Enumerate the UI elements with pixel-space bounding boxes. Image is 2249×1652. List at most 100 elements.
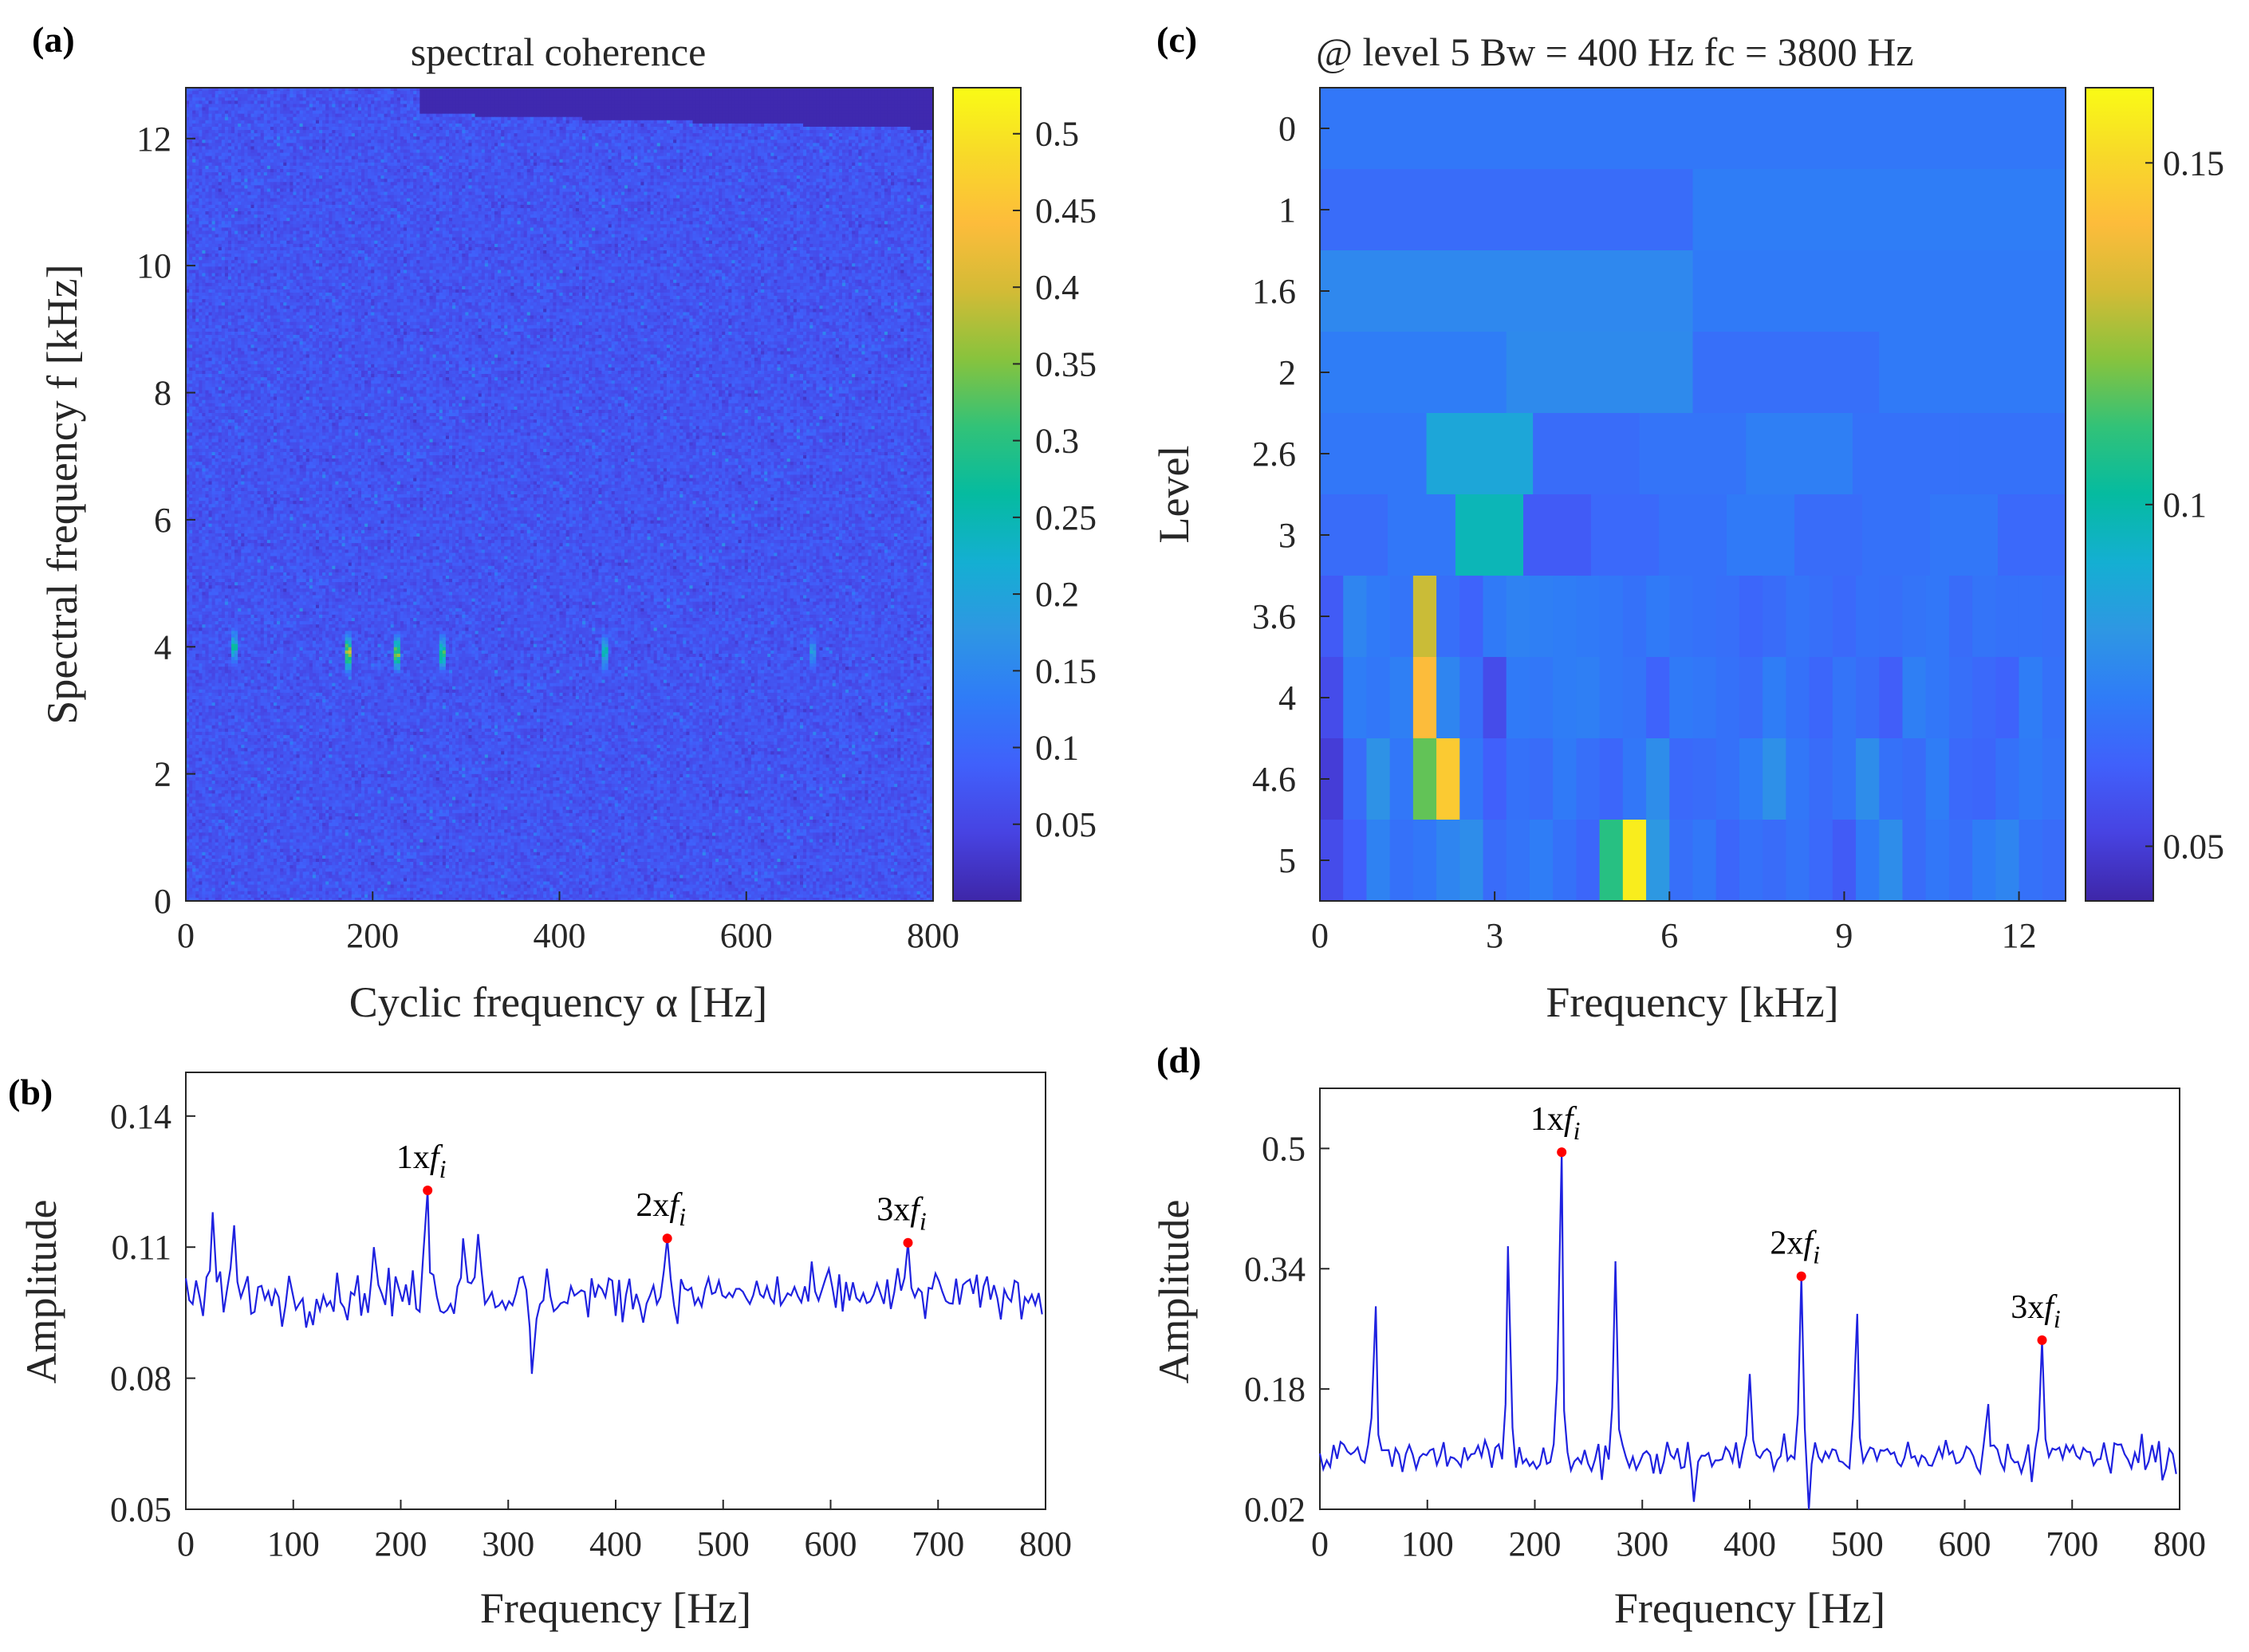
heatmap-a-cell [342,94,346,98]
heatmap-a-cell [683,94,687,98]
heatmap-a-cell [446,91,450,95]
heatmap-a-cell [920,94,924,98]
heatmap-a-cell [754,91,758,95]
heatmap-a-cell [540,94,544,98]
heatmap-a-cell [205,97,209,101]
heatmap-a-cell [556,91,560,95]
heatmap-a-cell [189,94,193,98]
heatmap-a-cell [790,91,794,95]
heatmap-a-cell [667,91,671,95]
heatmap-a-cell [878,94,882,98]
heatmap-a-cell [806,91,810,95]
heatmap-a-cell [679,97,683,101]
heatmap-a-cell [280,94,284,98]
heatmap-a-cell [709,94,713,98]
heatmap-a-cell [371,97,375,101]
heatmap-a-cell [289,91,293,95]
heatmap-a-cell [494,94,498,98]
heatmap-a-cell [735,94,739,98]
heatmap-a-cell [338,94,342,98]
heatmap-a-cell [342,91,346,95]
heatmap-a-cell [361,91,365,95]
heatmap-a-cell [621,94,625,98]
heatmap-a-cell [654,94,658,98]
heatmap-a-cell [267,97,271,101]
heatmap-a-cell [209,91,213,95]
heatmap-a-cell [618,97,622,101]
heatmap-a-cell [514,94,518,98]
heatmap-a-cell [349,91,353,95]
heatmap-a-cell [258,97,262,101]
heatmap-a-cell [573,91,577,95]
heatmap-a-cell [436,94,440,98]
heatmap-a-cell [601,97,605,101]
heatmap-a-cell [404,97,408,101]
heatmap-a-cell [764,91,768,95]
heatmap-a-cell [884,94,888,98]
heatmap-a-cell [598,97,602,101]
heatmap-a-cell [498,91,502,95]
heatmap-a-cell [624,94,628,98]
heatmap-a-cell [199,94,203,98]
heatmap-a-cell [582,94,586,98]
heatmap-a-cell [189,91,193,95]
heatmap-a-cell [410,97,414,101]
heatmap-a-cell [576,91,580,95]
heatmap-a-cell [761,91,765,95]
heatmap-a-cell [261,91,265,95]
heatmap-a-cell [388,91,392,95]
heatmap-a-cell [592,94,596,98]
heatmap-a-cell [297,91,301,95]
heatmap-a-cell [261,97,265,101]
heatmap-a-cell [225,97,229,101]
heatmap-a-cell [800,94,804,98]
heatmap-a-cell [195,94,199,98]
heatmap-a-cell [352,91,356,95]
heatmap-a-cells [186,88,934,902]
heatmap-a-cell [192,91,196,95]
heatmap-a-cell [228,91,232,95]
heatmap-a-cell [703,91,707,95]
heatmap-a-cell [482,91,486,95]
heatmap-a-cell [325,94,329,98]
heatmap-a-cell [426,91,430,95]
heatmap-a-cell [371,94,375,98]
heatmap-a-cell [833,91,837,95]
heatmap-a-cell [410,94,414,98]
heatmap-a-cell [728,94,732,98]
heatmap-a-cell [250,91,254,95]
heatmap-a-cell [352,97,356,101]
heatmap-a-cell [767,94,771,98]
heatmap-a-cell [822,94,826,98]
heatmap-a-cell [872,91,876,95]
heatmap-a-cell [914,94,918,98]
heatmap-a-cell [329,91,333,95]
heatmap-a-cell [865,94,868,98]
heatmap-a-cell [380,97,384,101]
heatmap-a-cell [465,97,469,101]
heatmap-a-cell [640,94,644,98]
heatmap-a-cell [335,97,339,101]
heatmap-a-cell [543,91,547,95]
heatmap-a-cell [907,91,911,95]
heatmap-a-cell [501,94,505,98]
heatmap-a-cell [543,97,547,101]
heatmap-a-cell [238,91,242,95]
heatmap-a-cell [527,97,531,101]
heatmap-a-cell [199,91,203,95]
heatmap-a-cell [637,91,641,95]
heatmap-a-cell [277,97,281,101]
heatmap-a-cell [803,91,807,95]
heatmap-a-cell [485,97,489,101]
heatmap-a-cell [605,91,609,95]
heatmap-a-cell [794,94,798,98]
heatmap-a-cell [745,94,749,98]
heatmap-a-cell [621,91,625,95]
heatmap-a-cell [423,94,427,98]
heatmap-a-cell [673,94,677,98]
heatmap-a-cell [560,91,564,95]
heatmap-a-cell [507,91,511,95]
heatmap-a-cell [384,94,388,98]
heatmap-a-cell [774,94,778,98]
heatmap-a-cell [462,94,466,98]
